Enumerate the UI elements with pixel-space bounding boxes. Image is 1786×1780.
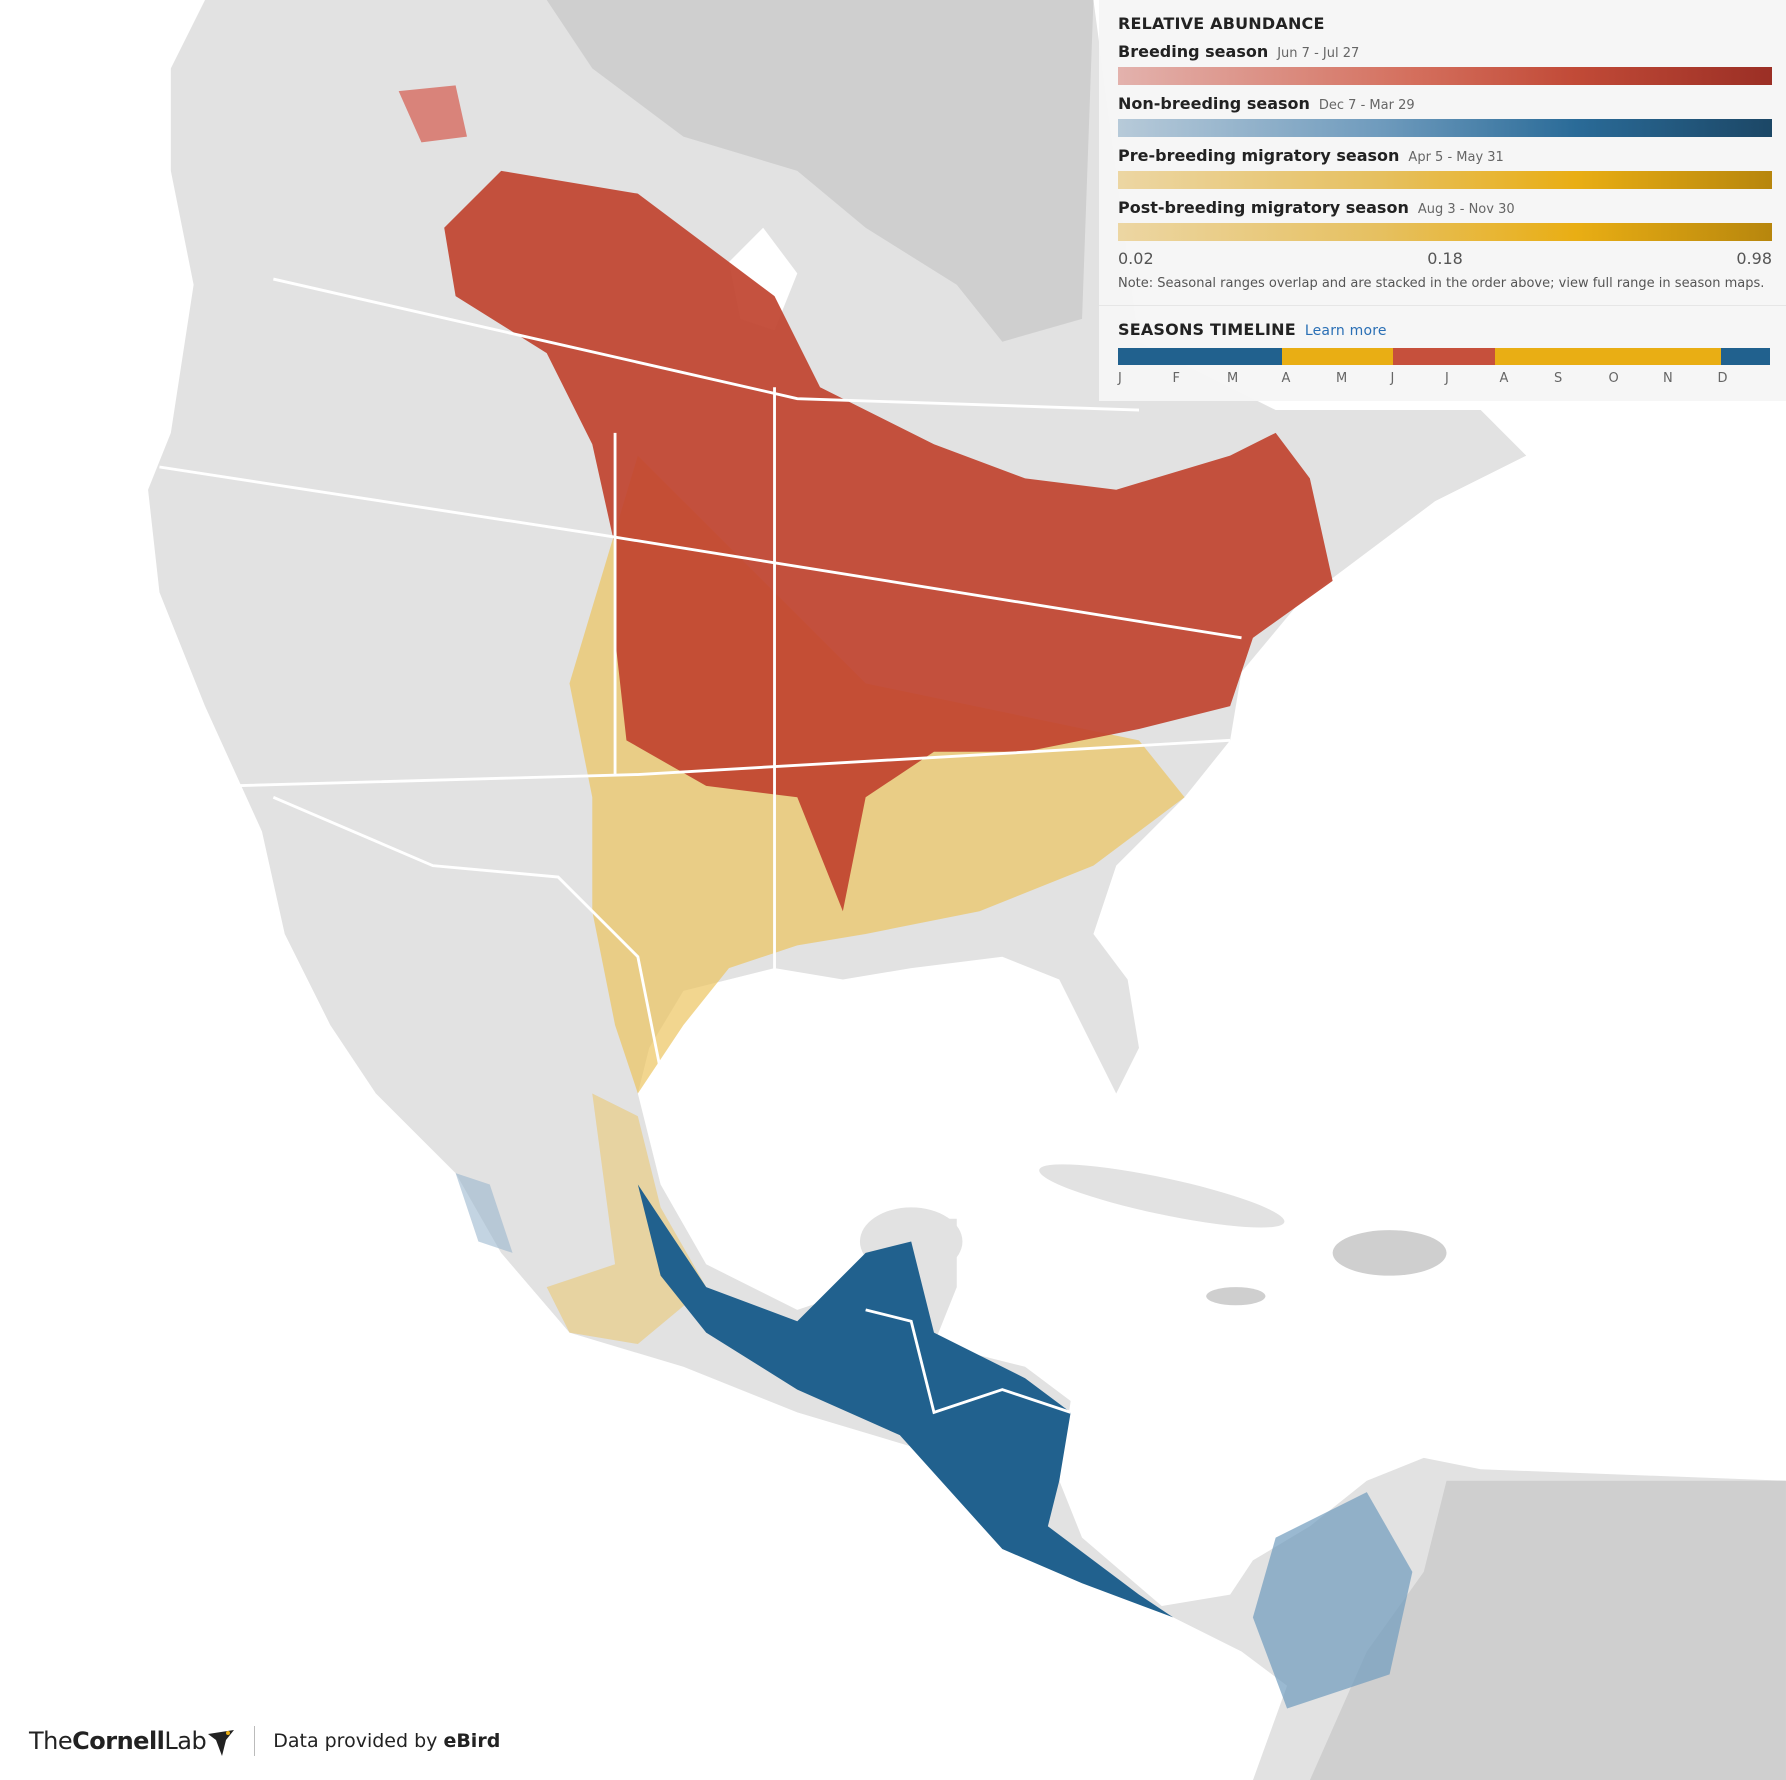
brand-prefix: The [29, 1727, 73, 1755]
legend-title: RELATIVE ABUNDANCE [1118, 14, 1325, 33]
month-label: O [1608, 371, 1619, 386]
separator [254, 1726, 256, 1756]
arctic-land [546, 0, 1094, 342]
separator [1099, 305, 1786, 306]
legend-note: Note: Seasonal ranges overlap and are st… [1118, 276, 1765, 291]
brand-bold: Cornell [72, 1727, 165, 1755]
breeding-range [398, 85, 467, 143]
breeding-range [444, 170, 1333, 912]
month-label: A [1281, 371, 1291, 386]
season-name: Pre-breeding migratory season [1118, 146, 1400, 165]
season-name: Non-breeding season [1118, 94, 1310, 113]
season-dates: Jun 7 - Jul 27 [1277, 46, 1360, 61]
credit: Data provided by eBird [273, 1730, 500, 1752]
color-ramp [1118, 223, 1772, 241]
season-name: Post-breeding migratory season [1118, 198, 1409, 217]
timeline-segment [1494, 348, 1721, 365]
scale-label: 0.02 [1118, 249, 1154, 268]
month-label: M [1227, 371, 1239, 386]
cuba [1039, 1164, 1285, 1228]
non-breeding-range [455, 1173, 513, 1253]
timeline-segment [1281, 348, 1394, 365]
credit-bold: eBird [443, 1730, 501, 1752]
timeline-header: SEASONS TIMELINE Learn more [1118, 320, 1772, 339]
credit-text: Data provided by [273, 1730, 438, 1752]
border [227, 738, 1231, 788]
month-label: J [1445, 371, 1449, 386]
footer: TheCornellLab Data provided by eBird [29, 1726, 500, 1756]
non-breeding-range [1252, 1492, 1413, 1709]
non-breeding-range [637, 1184, 1174, 1618]
color-ramp [1118, 119, 1772, 137]
border [273, 277, 1140, 412]
legend-row: Breeding season Jun 7 - Jul 27 [1118, 42, 1772, 85]
timeline-segment [1118, 348, 1282, 365]
learn-more-link[interactable]: Learn more [1304, 323, 1387, 339]
legend-row: Non-breeding season Dec 7 - Mar 29 [1118, 94, 1772, 137]
timeline-title: SEASONS TIMELINE [1118, 320, 1296, 339]
month-label: N [1663, 371, 1673, 386]
month-label: D [1717, 371, 1728, 386]
legend-row: Pre-breeding migratory season Apr 5 - May… [1118, 146, 1772, 189]
season-dates: Apr 5 - May 31 [1408, 150, 1504, 165]
season-name: Breeding season [1118, 42, 1269, 61]
border [865, 1308, 1072, 1415]
timeline-segment [1393, 348, 1495, 365]
border [272, 795, 663, 1071]
legend-panel: RELATIVE ABUNDANCE Breeding season Jun 7 … [1099, 0, 1786, 401]
color-ramp [1118, 171, 1772, 189]
brand: TheCornellLab [29, 1727, 207, 1755]
month-label: J [1390, 371, 1395, 386]
month-label: A [1499, 371, 1509, 386]
scale-label: 0.98 [1736, 249, 1772, 268]
season-dates: Aug 3 - Nov 30 [1417, 202, 1515, 217]
season-dates: Dec 7 - Mar 29 [1318, 98, 1415, 113]
color-ramp [1118, 67, 1772, 85]
month-label: M [1336, 371, 1348, 386]
brand-suffix: Lab [164, 1727, 207, 1755]
timeline-bar [1118, 348, 1770, 365]
logo-bird [208, 1730, 235, 1756]
border [159, 465, 1242, 640]
borders [159, 277, 1242, 1415]
jamaica [1206, 1287, 1266, 1306]
legend-row: Post-breeding migratory season Aug 3 - No… [1118, 198, 1772, 241]
month-label: J [1118, 371, 1122, 386]
south-america [1309, 1480, 1786, 1780]
scale-labels: 0.02 0.18 0.98 [1118, 249, 1772, 268]
month-label: F [1172, 371, 1180, 386]
month-label: S [1554, 371, 1563, 386]
hispaniola [1332, 1230, 1447, 1276]
timeline-segment [1720, 348, 1770, 365]
scale-label: 0.18 [1427, 249, 1463, 268]
